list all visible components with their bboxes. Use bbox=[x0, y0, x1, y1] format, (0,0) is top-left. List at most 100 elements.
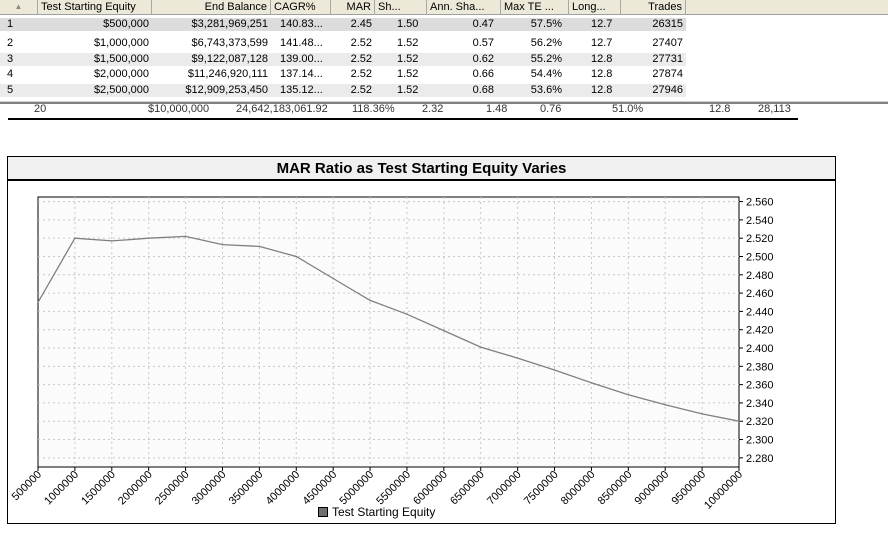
y-tick-label: 2.420 bbox=[746, 325, 774, 337]
data-point bbox=[553, 369, 556, 371]
summary-trades: 28,113 bbox=[758, 104, 791, 115]
x-tick-label: 2000000 bbox=[116, 469, 155, 508]
cell-sharpe: 1.52 bbox=[397, 84, 419, 96]
data-point bbox=[74, 237, 76, 239]
row-number: 2 bbox=[7, 37, 14, 49]
cell-end-balance: $9,122,087,128 bbox=[191, 53, 268, 65]
x-tick-label: 9000000 bbox=[633, 469, 672, 508]
column-header-ann-sharpe[interactable]: Ann. Sha... bbox=[427, 0, 501, 15]
cell-cagr: 135.12... bbox=[280, 84, 323, 96]
chart-panel: MAR Ratio as Test Starting Equity Varies… bbox=[7, 156, 836, 524]
data-point bbox=[479, 346, 482, 348]
cell-cagr: 139.00... bbox=[280, 53, 323, 65]
x-tick-label: 8000000 bbox=[559, 469, 598, 508]
summary-ann-sharpe: 0.76 bbox=[540, 104, 562, 115]
cell-equity: $1,500,000 bbox=[93, 53, 149, 65]
x-tick-label: 3000000 bbox=[190, 469, 229, 508]
data-point bbox=[369, 299, 371, 302]
row-number: 3 bbox=[7, 53, 14, 65]
pane-splitter[interactable] bbox=[0, 101, 888, 104]
cell-mar: 2.45 bbox=[350, 18, 372, 30]
x-tick-label: 5500000 bbox=[374, 469, 413, 508]
row-number: 5 bbox=[7, 84, 14, 96]
cell-end-balance: $6,743,373,599 bbox=[191, 37, 268, 49]
row-number: 1 bbox=[7, 18, 14, 30]
cell-end-balance: $11,246,920,111 bbox=[187, 68, 268, 80]
column-header-mar[interactable]: MAR bbox=[331, 0, 375, 15]
column-header-test-starting-equity[interactable]: Test Starting Equity bbox=[38, 0, 152, 15]
chart-title: MAR Ratio as Test Starting Equity Varies bbox=[8, 157, 835, 181]
series-line bbox=[37, 235, 740, 422]
table-row[interactable]: 1 $500,000 $3,281,969,251 140.83... 2.45… bbox=[0, 18, 686, 31]
cell-ann-sharpe: 0.47 bbox=[472, 18, 494, 30]
cell-equity: $2,000,000 bbox=[93, 68, 149, 80]
row-number: 4 bbox=[7, 68, 14, 80]
data-point bbox=[110, 240, 113, 242]
y-tick-label: 2.340 bbox=[746, 398, 774, 410]
table-row[interactable]: 5 $2,500,000 $12,909,253,450 135.12... 2… bbox=[0, 84, 686, 97]
summary-long: 12.8 bbox=[709, 104, 731, 115]
y-tick-label: 2.400 bbox=[746, 343, 774, 355]
cell-mar: 2.52 bbox=[350, 37, 372, 49]
cell-max-te: 57.5% bbox=[530, 18, 562, 30]
y-tick-label: 2.520 bbox=[746, 233, 774, 245]
column-header-sharpe[interactable]: Sh... bbox=[375, 0, 427, 15]
column-header-long[interactable]: Long... bbox=[569, 0, 621, 15]
table-row[interactable]: 3 $1,500,000 $9,122,087,128 139.00... 2.… bbox=[0, 53, 686, 66]
chart-legend: Test Starting Equity bbox=[318, 505, 435, 519]
data-point bbox=[332, 277, 334, 280]
y-tick-label: 2.380 bbox=[746, 361, 774, 373]
x-tick-label: 4500000 bbox=[301, 469, 340, 508]
data-point bbox=[221, 243, 224, 246]
cell-mar: 2.52 bbox=[350, 68, 372, 80]
x-tick-label: 10000000 bbox=[702, 469, 745, 512]
data-point bbox=[443, 329, 445, 332]
legend-label: Test Starting Equity bbox=[332, 505, 436, 519]
cell-max-te: 54.4% bbox=[530, 68, 562, 80]
data-point bbox=[184, 235, 187, 238]
cell-max-te: 53.6% bbox=[530, 84, 562, 96]
legend-swatch-icon bbox=[318, 507, 328, 517]
x-tick-label: 1500000 bbox=[79, 469, 118, 508]
summary-mar: 2.32 bbox=[422, 104, 444, 115]
summary-row: 20 $10,000,000 24,642,183,061.92 118.36%… bbox=[0, 104, 888, 118]
data-point bbox=[258, 245, 261, 248]
x-tick-label: 7500000 bbox=[522, 469, 561, 508]
y-tick-label: 2.500 bbox=[746, 251, 774, 263]
x-tick-label: 5000000 bbox=[337, 469, 376, 508]
cell-mar: 2.52 bbox=[350, 53, 372, 65]
cell-equity: $2,500,000 bbox=[93, 84, 149, 96]
cell-sharpe: 1.52 bbox=[397, 68, 419, 80]
cell-trades: 27731 bbox=[652, 53, 683, 65]
table-row[interactable]: 2 $1,000,000 $6,743,373,599 141.48... 2.… bbox=[0, 37, 686, 50]
cell-long: 12.8 bbox=[591, 53, 613, 65]
plot-area bbox=[37, 196, 740, 468]
y-tick-label: 2.460 bbox=[746, 288, 774, 300]
results-grid: ▲ Test Starting Equity End Balance CAGR%… bbox=[0, 0, 888, 103]
cell-ann-sharpe: 0.68 bbox=[472, 84, 494, 96]
cell-trades: 26315 bbox=[652, 18, 683, 30]
x-tick-label: 500000 bbox=[10, 469, 44, 503]
x-tick-label: 6500000 bbox=[448, 469, 487, 508]
data-point bbox=[406, 313, 408, 315]
table-row[interactable]: 4 $2,000,000 $11,246,920,111 137.14... 2… bbox=[0, 68, 686, 81]
cell-mar: 2.52 bbox=[350, 84, 372, 96]
column-header-trades[interactable]: Trades bbox=[621, 0, 686, 15]
data-point bbox=[295, 255, 298, 258]
data-point bbox=[590, 381, 593, 384]
sort-indicator-icon[interactable]: ▲ bbox=[0, 0, 38, 15]
cell-cagr: 137.14... bbox=[280, 68, 323, 80]
column-header-max-te[interactable]: Max TE ... bbox=[501, 0, 569, 15]
cell-long: 12.7 bbox=[591, 18, 613, 30]
y-tick-label: 2.300 bbox=[746, 435, 774, 447]
summary-divider bbox=[8, 118, 798, 120]
column-header-cagr[interactable]: CAGR% bbox=[271, 0, 331, 15]
column-header-end-balance[interactable]: End Balance bbox=[152, 0, 271, 15]
cell-long: 12.8 bbox=[591, 84, 613, 96]
cell-ann-sharpe: 0.66 bbox=[472, 68, 494, 80]
grid-header: ▲ Test Starting Equity End Balance CAGR%… bbox=[0, 0, 888, 15]
cell-equity: $1,000,000 bbox=[93, 37, 149, 49]
cell-sharpe: 1.52 bbox=[397, 53, 419, 65]
mar-line-chart: 5000001000000150000020000002500000300000… bbox=[10, 196, 774, 512]
data-point bbox=[516, 357, 519, 359]
